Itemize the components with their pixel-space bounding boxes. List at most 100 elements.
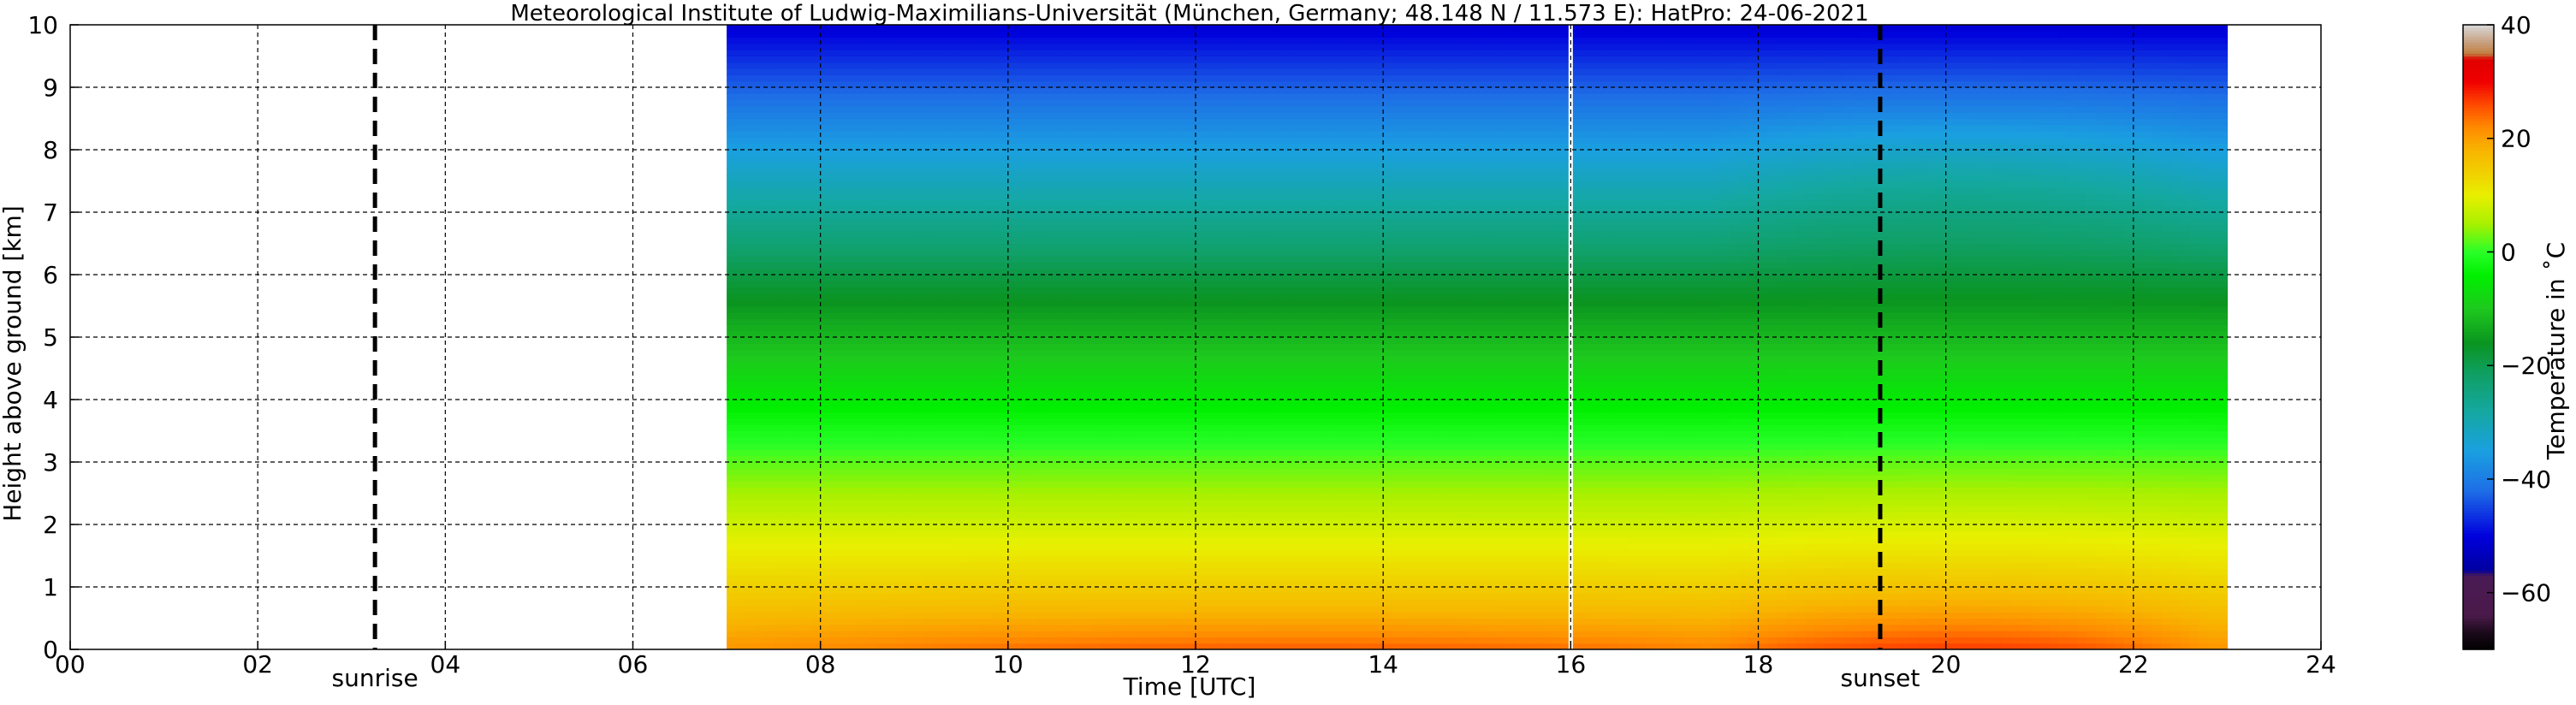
heatmap-cell [1139, 112, 1149, 120]
heatmap-cell [755, 105, 765, 113]
heatmap-cell [1083, 580, 1094, 588]
heatmap-cell [1064, 218, 1075, 226]
heatmap-cell [839, 499, 850, 507]
heatmap-cell [1064, 50, 1075, 57]
heatmap-cell [998, 474, 1009, 482]
heatmap-cell [1167, 480, 1178, 488]
heatmap-cell [923, 262, 934, 270]
heatmap-cell [867, 381, 878, 388]
heatmap-cell [773, 37, 784, 44]
heatmap-cell [867, 124, 878, 132]
heatmap-cell [839, 230, 850, 238]
heatmap-cell [755, 268, 765, 275]
heatmap-cell [1130, 199, 1140, 207]
heatmap-cell [1092, 337, 1103, 344]
heatmap-cell [782, 56, 793, 63]
heatmap-cell [1036, 293, 1047, 300]
heatmap-cell [745, 462, 756, 469]
heatmap-cell [1186, 487, 1196, 495]
heatmap-cell [895, 87, 905, 94]
heatmap-cell [1186, 362, 1196, 370]
heatmap-cell [1120, 480, 1131, 488]
heatmap-cell [792, 349, 803, 357]
heatmap-cell [1083, 218, 1094, 226]
heatmap-cell [1026, 337, 1037, 344]
heatmap-cell [829, 631, 840, 637]
heatmap-cell [763, 631, 775, 637]
heatmap-cell [755, 31, 765, 39]
heatmap-cell [1007, 624, 1018, 631]
heatmap-cell [952, 62, 962, 69]
heatmap-cell [961, 374, 971, 382]
heatmap-cell [1130, 105, 1140, 113]
heatmap-cell [1026, 343, 1037, 351]
heatmap-cell [1083, 124, 1094, 132]
heatmap-cell [876, 624, 887, 631]
heatmap-cell [848, 587, 859, 594]
heatmap-cell [988, 568, 1000, 575]
heatmap-cell [1054, 387, 1065, 394]
heatmap-cell [782, 156, 793, 163]
heatmap-cell [1167, 199, 1178, 207]
heatmap-cell [745, 193, 756, 200]
heatmap-cell [1139, 150, 1149, 157]
heatmap-cell [1007, 455, 1018, 463]
heatmap-cell [998, 150, 1009, 157]
heatmap-cell [1054, 80, 1065, 88]
heatmap-cell [810, 56, 822, 63]
heatmap-cell [736, 62, 746, 69]
heatmap-cell [810, 205, 822, 213]
heatmap-cell [810, 249, 822, 257]
heatmap-cell [1101, 218, 1112, 226]
heatmap-cell [1101, 618, 1112, 625]
heatmap-cell [1111, 424, 1121, 432]
heatmap-cell [933, 381, 943, 388]
heatmap-cell [998, 124, 1009, 132]
heatmap-cell [763, 387, 775, 394]
heatmap-cell [886, 99, 896, 107]
heatmap-cell [736, 499, 746, 507]
heatmap-cell [923, 593, 934, 601]
heatmap-cell [942, 631, 953, 637]
heatmap-cell [895, 412, 905, 419]
heatmap-cell [886, 474, 896, 482]
heatmap-cell [810, 549, 822, 557]
heatmap-cell [1064, 281, 1075, 288]
heatmap-cell [961, 62, 971, 69]
heatmap-cell [998, 87, 1009, 94]
heatmap-cell [970, 400, 981, 406]
heatmap-cell [810, 493, 822, 501]
heatmap-cell [980, 337, 990, 344]
heatmap-cell [1092, 524, 1103, 531]
heatmap-cell [923, 381, 934, 388]
heatmap-cell [1111, 168, 1121, 175]
heatmap-cell [895, 74, 905, 82]
heatmap-cell [942, 499, 953, 507]
heatmap-cell [782, 74, 793, 82]
heatmap-cell [1073, 105, 1084, 113]
heatmap-cell [820, 424, 831, 432]
heatmap-cell [886, 37, 896, 44]
heatmap-cell [980, 168, 990, 175]
heatmap-cell [1111, 393, 1121, 400]
heatmap-cell [1101, 275, 1112, 281]
heatmap-cell [1158, 524, 1168, 531]
heatmap-cell [1064, 400, 1075, 406]
heatmap-cell [727, 25, 737, 32]
heatmap-cell [1186, 243, 1196, 251]
heatmap-cell [820, 230, 831, 238]
heatmap-cell [988, 193, 1000, 200]
heatmap-cell [1177, 187, 1187, 194]
heatmap-cell [1054, 343, 1065, 351]
heatmap-cell [1017, 330, 1028, 338]
heatmap-cell [988, 418, 1000, 425]
heatmap-cell [810, 612, 822, 619]
heatmap-cell [886, 381, 896, 388]
heatmap-cell [727, 643, 737, 649]
heatmap-cell [1149, 536, 1159, 544]
heatmap-cell [961, 406, 971, 413]
heatmap-cell [1130, 443, 1140, 450]
heatmap-cell [886, 387, 896, 394]
heatmap-cell [773, 256, 784, 263]
heatmap-cell [1130, 599, 1140, 607]
